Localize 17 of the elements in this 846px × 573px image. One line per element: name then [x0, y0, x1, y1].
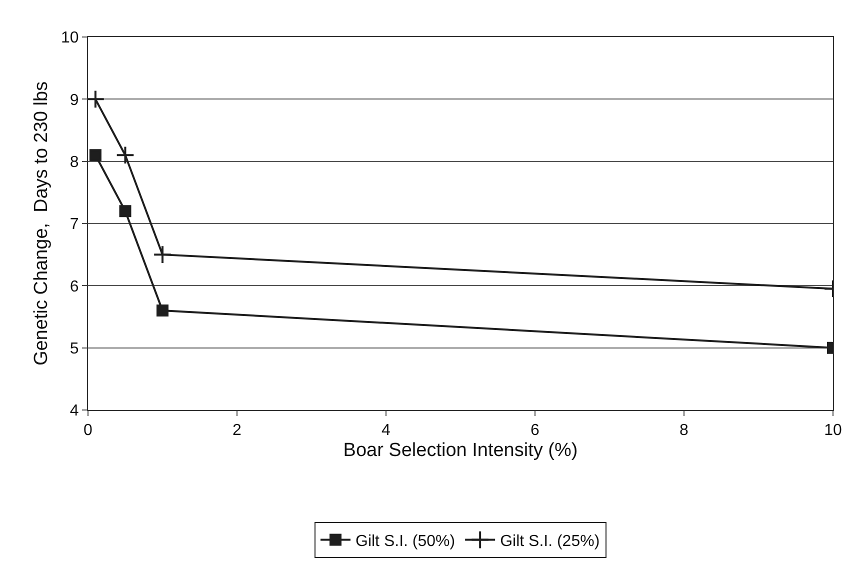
x-tick-label: 2	[232, 422, 242, 440]
x-tick-label: 8	[680, 422, 689, 440]
y-tick-label: 9	[70, 92, 79, 109]
y-tick-label: 8	[70, 154, 79, 171]
y-tick-label: 7	[70, 216, 79, 234]
x-axis-title: Boar Selection Intensity (%)	[343, 440, 578, 461]
y-axis-title: Genetic Change, Days to 230 lbs	[30, 81, 52, 366]
y-tick-label: 5	[70, 340, 79, 358]
x-tick-label: 6	[530, 422, 540, 440]
x-tick-label: 10	[824, 422, 842, 440]
legend-label: Gilt S.I. (50%)	[356, 533, 456, 550]
y-tick-label: 4	[70, 402, 79, 420]
x-tick-label: 0	[84, 422, 93, 440]
y-tick-label: 10	[61, 30, 79, 47]
legend-label: Gilt S.I. (25%)	[500, 533, 600, 550]
y-tick-label: 6	[70, 278, 79, 296]
x-tick-label: 4	[382, 422, 391, 440]
